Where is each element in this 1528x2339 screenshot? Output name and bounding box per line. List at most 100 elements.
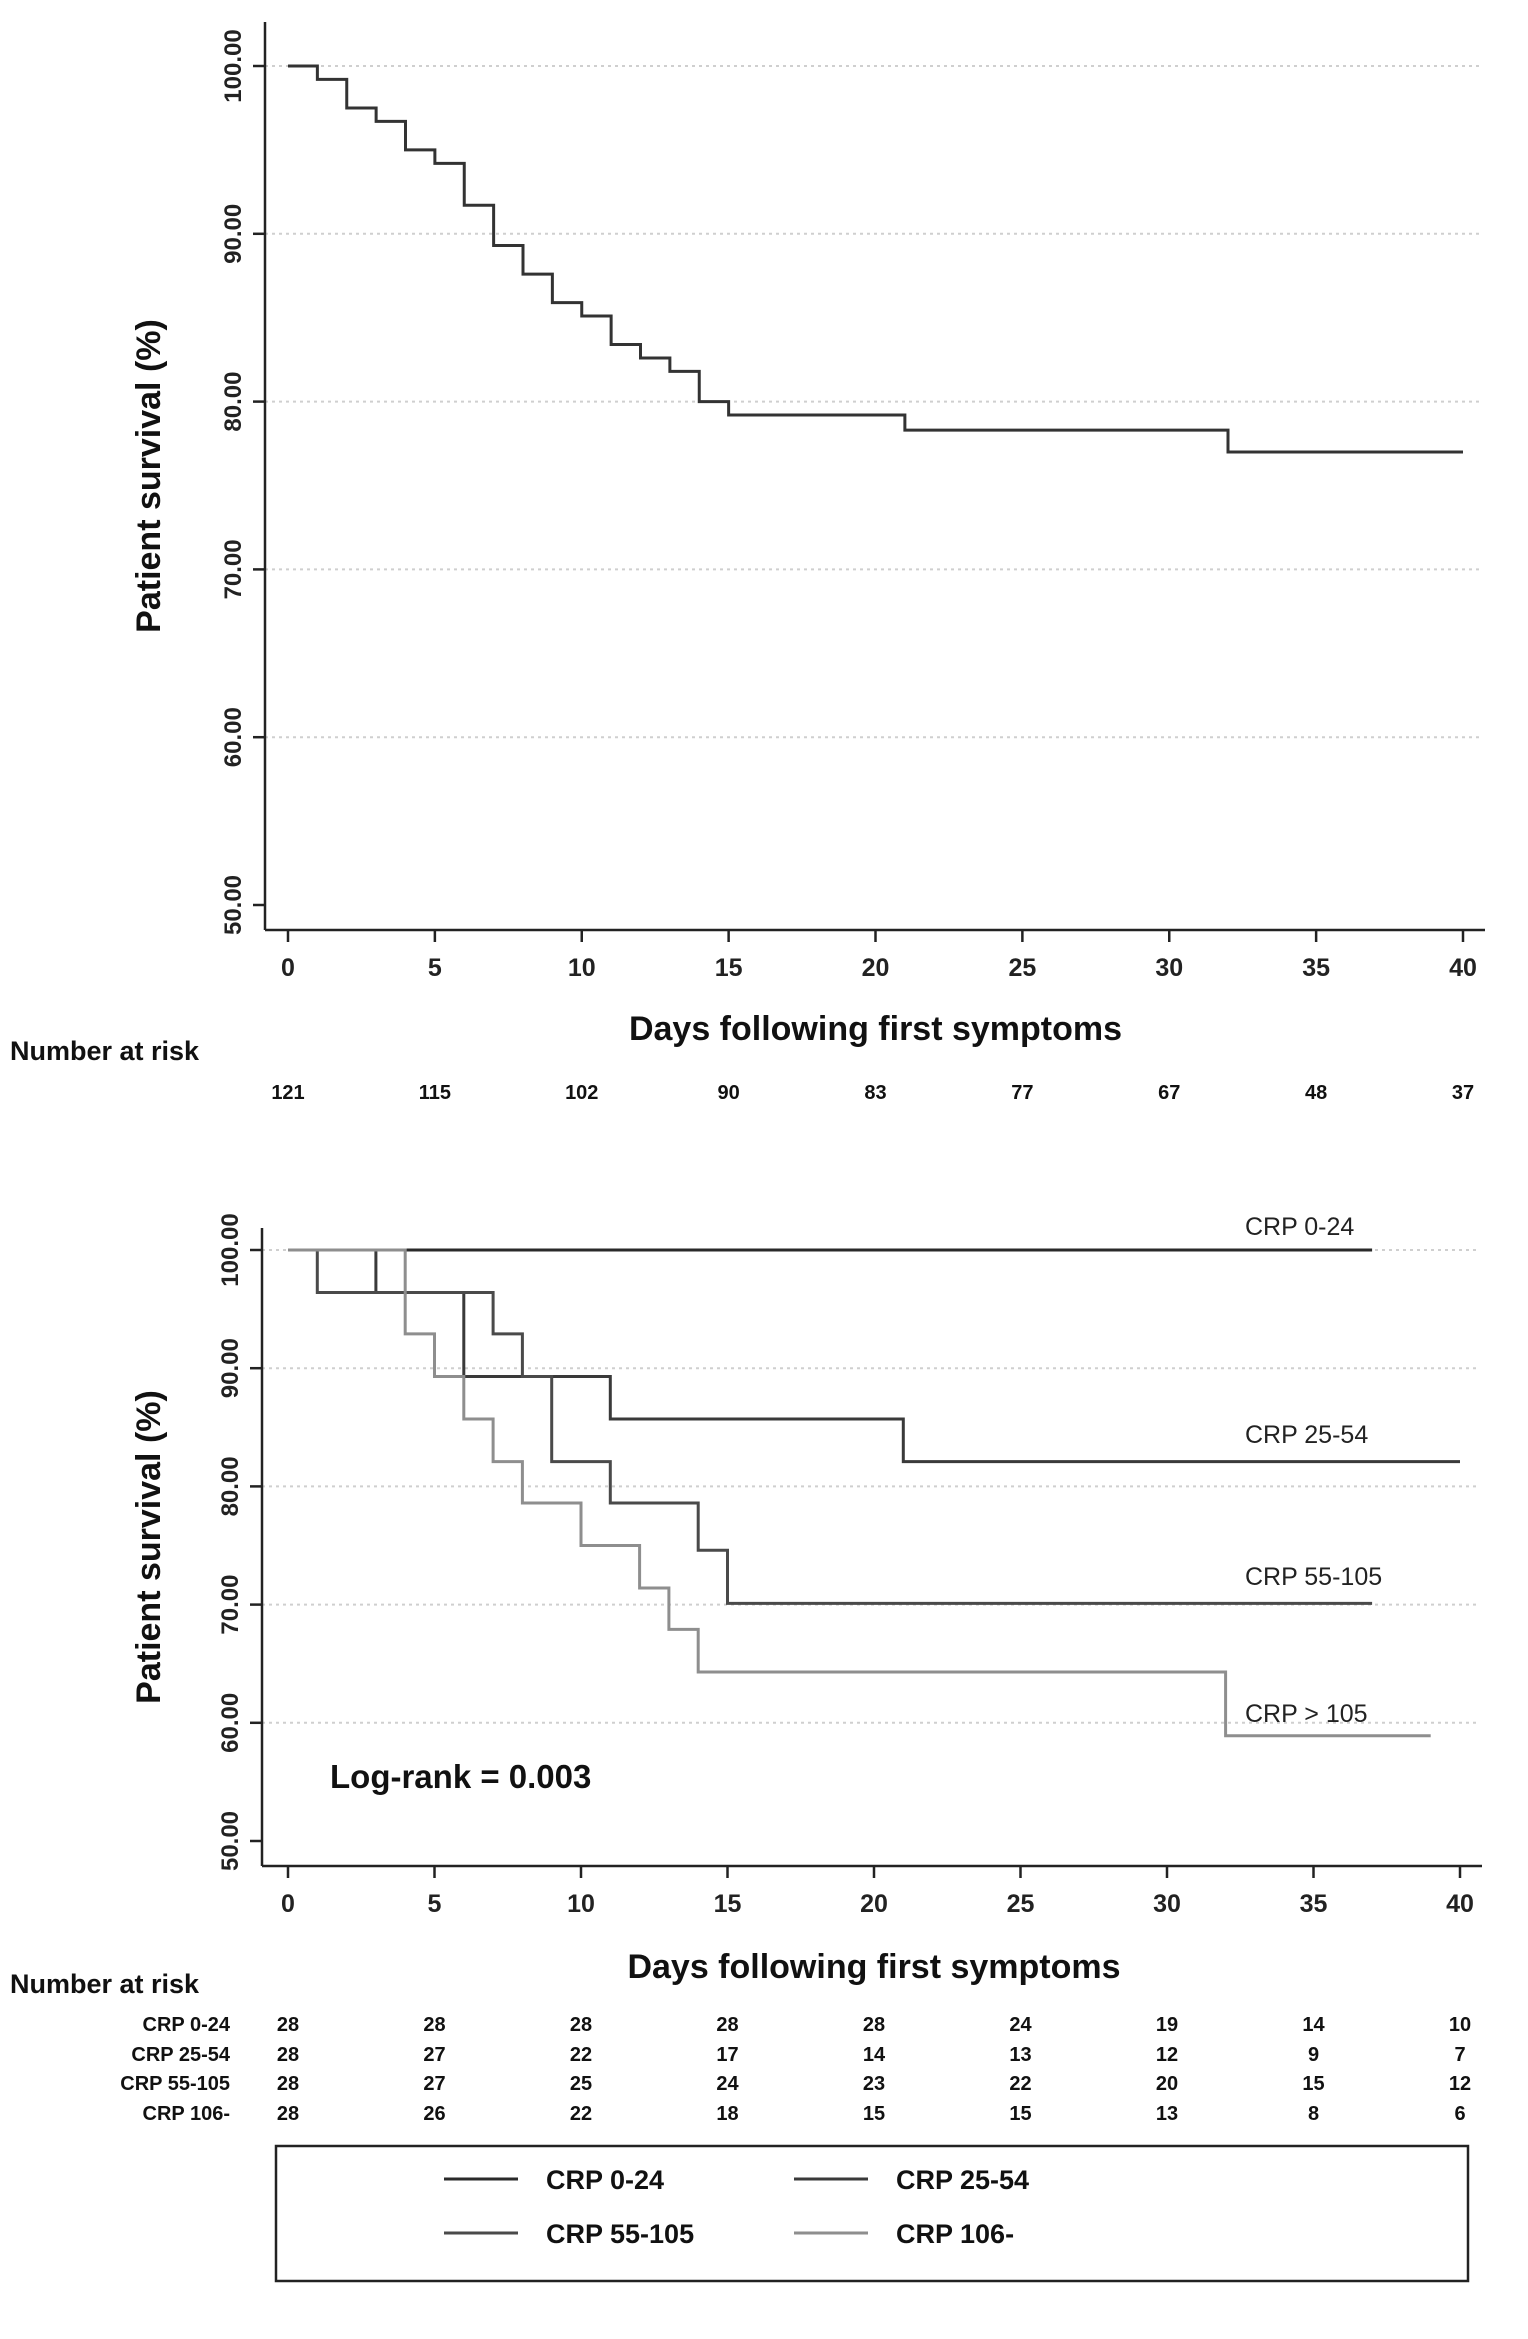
risk-value: 15 xyxy=(1009,2103,1031,2125)
x-tick-label: 40 xyxy=(1446,1890,1474,1918)
risk-row-label: CRP 106- xyxy=(143,2103,230,2125)
x-tick-label: 15 xyxy=(714,1890,742,1918)
y-tick-label: 80.00 xyxy=(217,1456,244,1516)
x-tick-label: 0 xyxy=(281,954,295,982)
risk-value: 115 xyxy=(419,1082,451,1104)
risk-value: 25 xyxy=(570,2073,592,2095)
risk-value: 67 xyxy=(1158,1082,1180,1104)
risk-value: 28 xyxy=(570,2014,592,2036)
risk-value: 83 xyxy=(864,1082,886,1104)
legend-label: CRP 55-105 xyxy=(546,2219,694,2249)
risk-value: 48 xyxy=(1305,1082,1327,1104)
x-tick-label: 25 xyxy=(1007,1890,1035,1918)
risk-value: 24 xyxy=(1009,2014,1032,2036)
y-tick-label: 80.00 xyxy=(220,372,247,432)
risk-value: 121 xyxy=(271,1082,304,1104)
y-tick-label: 100.00 xyxy=(217,1213,244,1286)
risk-value: 27 xyxy=(423,2044,445,2066)
risk-value: 22 xyxy=(1009,2073,1031,2095)
y-tick-label: 50.00 xyxy=(220,875,247,935)
log-rank-annotation: Log-rank = 0.003 xyxy=(330,1758,591,1795)
risk-value: 15 xyxy=(863,2103,885,2125)
legend-label: CRP 25-54 xyxy=(896,2165,1029,2195)
x-tick-label: 10 xyxy=(567,1890,595,1918)
x-tick-label: 5 xyxy=(428,954,442,982)
risk-row-label: CRP 25-54 xyxy=(131,2044,230,2066)
risk-value: 13 xyxy=(1009,2044,1031,2066)
risk-value: 15 xyxy=(1302,2073,1324,2095)
risk-value: 8 xyxy=(1308,2103,1319,2125)
risk-value: 10 xyxy=(1449,2014,1471,2036)
x-tick-label: 20 xyxy=(862,954,890,982)
chart-panel-2: 50.00 60.00 70.00 80.00 90.00 100.00 0 5 10 15 20 2… xyxy=(10,1213,1482,2283)
x-tick-label: 15 xyxy=(715,954,743,982)
y-tick-label: 60.00 xyxy=(220,707,247,767)
y-tick-label: 70.00 xyxy=(220,539,247,599)
risk-value: 22 xyxy=(570,2044,592,2066)
risk-value: 14 xyxy=(1302,2014,1325,2036)
risk-value: 22 xyxy=(570,2103,592,2125)
risk-table-heading: Number at risk xyxy=(10,1036,200,1066)
x-tick-label: 10 xyxy=(568,954,596,982)
x-tick-label: 5 xyxy=(428,1890,442,1918)
risk-value: 14 xyxy=(863,2044,886,2066)
risk-value: 6 xyxy=(1454,2103,1465,2125)
risk-value: 18 xyxy=(716,2103,738,2125)
series-line xyxy=(288,1248,1373,1605)
x-tick-label: 35 xyxy=(1302,954,1330,982)
risk-value: 28 xyxy=(277,2103,299,2125)
risk-value: 9 xyxy=(1308,2044,1319,2066)
risk-table-heading: Number at risk xyxy=(10,1969,200,1999)
x-tick-label: 35 xyxy=(1300,1890,1328,1918)
risk-row-label: CRP 55-105 xyxy=(120,2073,230,2095)
x-tick-label: 30 xyxy=(1155,954,1183,982)
risk-value: 19 xyxy=(1156,2014,1178,2036)
risk-value: 12 xyxy=(1156,2044,1178,2066)
series-end-label: CRP > 105 xyxy=(1245,1700,1368,1728)
y-tick-label: 60.00 xyxy=(217,1693,244,1753)
x-tick-label: 40 xyxy=(1449,954,1477,982)
risk-value: 28 xyxy=(716,2014,738,2036)
risk-value: 17 xyxy=(716,2044,738,2066)
risk-value: 13 xyxy=(1156,2103,1178,2125)
series-line xyxy=(288,1248,1431,1738)
x-tick-label: 30 xyxy=(1153,1890,1181,1918)
series-end-label: CRP 25-54 xyxy=(1245,1421,1368,1449)
chart-panel-1: 50.00 60.00 70.00 80.00 90.00 100.00 0 5 10 15 20 2… xyxy=(10,22,1485,1104)
risk-value: 28 xyxy=(277,2073,299,2095)
risk-value: 90 xyxy=(718,1082,740,1104)
risk-value: 28 xyxy=(863,2014,885,2036)
risk-value: 102 xyxy=(565,1082,598,1104)
y-axis-label: Patient survival (%) xyxy=(130,1390,168,1704)
y-tick-label: 90.00 xyxy=(217,1338,244,1398)
x-tick-label: 20 xyxy=(860,1890,888,1918)
series-end-label: CRP 0-24 xyxy=(1245,1213,1354,1241)
legend-box xyxy=(274,2144,1470,2283)
risk-value: 27 xyxy=(423,2073,445,2095)
y-tick-label: 70.00 xyxy=(217,1575,244,1635)
legend-label: CRP 0-24 xyxy=(546,2165,664,2195)
series-line xyxy=(288,64,1463,454)
x-tick-label: 0 xyxy=(281,1890,295,1918)
x-axis-label: Days following first symptoms xyxy=(629,1010,1122,1048)
risk-value: 28 xyxy=(277,2044,299,2066)
risk-value: 28 xyxy=(423,2014,445,2036)
risk-row-label: CRP 0-24 xyxy=(143,2014,231,2036)
risk-value: 77 xyxy=(1011,1082,1033,1104)
y-axis-label: Patient survival (%) xyxy=(130,319,168,633)
y-tick-label: 50.00 xyxy=(217,1811,244,1871)
risk-value: 24 xyxy=(716,2073,739,2095)
y-tick-label: 90.00 xyxy=(220,204,247,264)
x-tick-label: 25 xyxy=(1008,954,1036,982)
risk-value: 7 xyxy=(1454,2044,1465,2066)
series-end-label: CRP 55-105 xyxy=(1245,1563,1382,1591)
risk-value: 20 xyxy=(1156,2073,1178,2095)
risk-value: 23 xyxy=(863,2073,885,2095)
risk-value: 37 xyxy=(1452,1082,1474,1104)
risk-value: 26 xyxy=(423,2103,445,2125)
risk-value: 28 xyxy=(277,2014,299,2036)
risk-value: 12 xyxy=(1449,2073,1471,2095)
legend-label: CRP 106- xyxy=(896,2219,1014,2249)
